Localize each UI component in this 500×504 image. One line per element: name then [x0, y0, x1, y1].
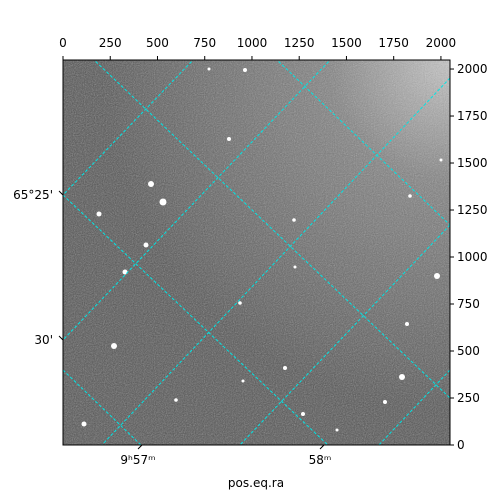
ra-tick-label: 58ᵐ	[309, 453, 332, 467]
dec-tick	[58, 335, 64, 341]
x-tick-label: 1750	[378, 36, 409, 50]
x-tick-label: 250	[99, 36, 122, 50]
y-tick-label: 500	[457, 344, 480, 358]
y-tick-label: 1500	[457, 156, 488, 170]
y-tick-label: 1250	[457, 203, 488, 217]
y-tick-label: 0	[457, 438, 465, 452]
frame	[62, 59, 451, 446]
x-tick-label: 0	[59, 36, 67, 50]
dec-tick-label: 30'	[34, 333, 53, 347]
sky-image	[63, 60, 450, 445]
x-tick-label: 750	[193, 36, 216, 50]
y-tick-label: 750	[457, 297, 480, 311]
y-tick-label: 250	[457, 391, 480, 405]
x-tick-label: 1000	[237, 36, 268, 50]
x-tick-label: 2000	[426, 36, 457, 50]
coordinate-grid	[63, 60, 450, 445]
x-tick-label: 1500	[331, 36, 362, 50]
y-tick-label: 1750	[457, 109, 488, 123]
y-tick-label: 1000	[457, 250, 488, 264]
y-tick-label: 2000	[457, 62, 488, 76]
dec-tick	[58, 190, 64, 196]
dec-tick-label: 65°25'	[13, 188, 53, 202]
ra-tick	[137, 444, 143, 450]
ra-tick-label: 9ʰ57ᵐ	[120, 453, 155, 467]
ra-tick	[319, 444, 325, 450]
x-axis-label: pos.eq.ra	[228, 476, 284, 490]
x-tick-label: 1250	[284, 36, 315, 50]
x-tick-label: 500	[146, 36, 169, 50]
